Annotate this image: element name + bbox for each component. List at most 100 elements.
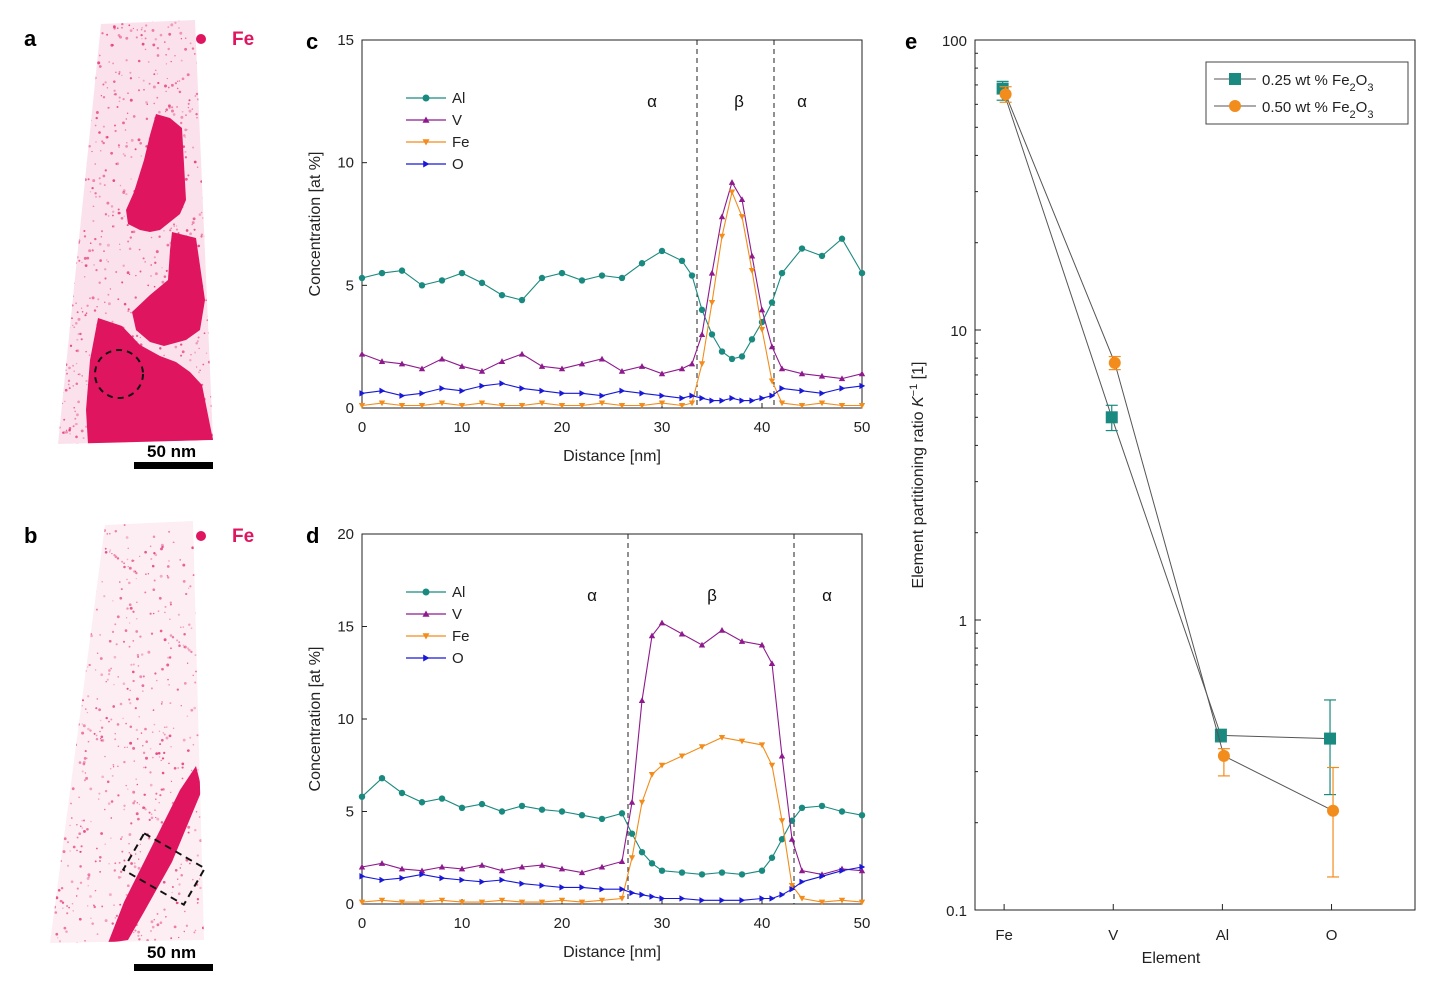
panel-b-atom-252 (76, 887, 79, 890)
panel-a-fe-dot-icon (196, 34, 206, 44)
panel-a-atom-543 (93, 76, 97, 80)
panel-a-atom-44 (155, 69, 157, 72)
panel-a-atom-405 (99, 182, 102, 185)
panel-b-atom-345 (87, 695, 90, 698)
panel-a-atom-339 (210, 308, 212, 310)
panel-a-atom-444 (207, 122, 211, 126)
chart-e-ytick-label: 100 (942, 33, 967, 50)
panel-a-atom-621 (68, 288, 71, 291)
panel-b-atom-429 (83, 819, 85, 822)
panel-a-atom-222 (196, 62, 198, 64)
panel-a-atom-415 (73, 123, 76, 125)
panel-b-atom-154 (197, 573, 200, 576)
panel-b-atom-53 (152, 535, 156, 539)
panel-a-atom-171 (210, 351, 213, 355)
chart-c-series-Fe-point (518, 402, 526, 409)
chart-e-xlabel: Element (1142, 950, 1201, 967)
panel-a-atom-430 (203, 119, 207, 123)
panel-a-atom-834 (143, 30, 146, 33)
chart-d-series-V-point (658, 619, 666, 626)
panel-a-atom-577 (180, 343, 183, 346)
panel-a-atom-107 (86, 304, 89, 307)
panel-b-atom-62 (167, 642, 170, 644)
chart-d-ytick-label: 5 (346, 804, 354, 821)
panel-b-atom-501 (135, 697, 139, 701)
chart-c-series-O-point (399, 392, 406, 399)
panel-b-atom-307 (58, 577, 62, 580)
panel-b-atom-153 (187, 831, 190, 834)
panel-b-atom-552 (151, 756, 154, 759)
panel-b-atom-165 (101, 905, 104, 908)
chart-d-series-V-line (361, 622, 863, 875)
panel-b-atom-513 (72, 739, 76, 743)
panel-a-atom-27 (74, 422, 78, 426)
chart-c-series-Al-point (618, 274, 626, 282)
panel-a-atom-726 (107, 260, 109, 263)
panel-a-atom-819 (119, 243, 121, 245)
panel-b-atom-261 (137, 930, 140, 934)
chart-c-series-V-point (478, 368, 486, 374)
panel-b-atom-265 (61, 901, 65, 904)
panel-a-atom-584 (60, 144, 63, 147)
panel-b-atom-471 (71, 787, 75, 791)
panel-b-atom-534 (65, 622, 67, 625)
panel-b-atom-24 (153, 552, 156, 555)
chart-c-series-Al-point (358, 274, 366, 282)
chart-c-series-Al-point (798, 245, 806, 252)
panel-a-atom-343 (198, 213, 202, 216)
panel-a-atom-615 (101, 442, 104, 444)
panel-a-atom-894 (187, 106, 190, 109)
panel-b-atom-449 (119, 837, 123, 841)
panel-b-atom-406 (110, 837, 112, 839)
panel-a-atom-17 (206, 150, 209, 153)
panel-b-atom-119 (144, 766, 147, 769)
chart-d-series-O-point (839, 867, 846, 874)
panel-b-atom-293 (132, 610, 135, 613)
panel-a-atom-260 (211, 269, 213, 271)
panel-b-atom-232 (114, 862, 117, 865)
panel-b-atom-677 (80, 630, 82, 633)
panel-b-atom-184 (190, 650, 193, 654)
panel-a-atom-540 (119, 248, 121, 251)
panel-a-atom-531 (106, 243, 110, 247)
panel-a-atom-508 (94, 163, 96, 165)
chart-c-series-V-point (708, 269, 716, 276)
panel-a-atom-688 (161, 267, 163, 269)
panel-b-atom-6 (50, 652, 52, 656)
panel-b-atom-521 (133, 559, 135, 562)
panel-b-atom-149 (89, 556, 92, 559)
chart-d-frame (361, 533, 863, 905)
panel-b-atom-543 (56, 760, 59, 762)
panel-a-atom-514 (121, 281, 124, 284)
chart-d-series-O-point (519, 880, 526, 887)
panel-a-atom-378 (64, 169, 66, 172)
panel-a-atom-234 (188, 99, 191, 102)
chart-c-series-O-point (519, 385, 526, 392)
panel-a-atom-263 (193, 228, 196, 231)
panel-b-atom-134 (128, 645, 131, 648)
panel-a-atom-91 (170, 106, 174, 109)
panel-a-atom-193 (198, 371, 200, 374)
chart-e-panel-letter: e (905, 29, 917, 54)
chart-c-series-V-point (768, 343, 776, 350)
chart-d-series-O-point (739, 897, 746, 904)
chart-d-series-Al-point (498, 808, 506, 815)
panel-b-atom-298 (125, 784, 127, 787)
panel-b-atom-277 (181, 766, 184, 769)
panel-b-atom-662 (194, 829, 197, 832)
panel-b-atom-537 (85, 637, 87, 639)
chart-c-series-Fe-point (418, 402, 426, 409)
panel-b-fe-precipitates (108, 766, 202, 943)
panel-b-atom-248 (76, 690, 80, 694)
panel-a-atom-516 (110, 205, 114, 208)
panel-b-atom-38 (168, 656, 172, 659)
panel-a-atom-194 (64, 388, 68, 392)
panel-b-atom-92 (152, 588, 156, 592)
chart-c-phase-label: α (797, 92, 807, 111)
panel-b-atom-129 (135, 778, 138, 781)
panel-a-atom-578 (130, 178, 132, 180)
panel-a-atom-849 (111, 320, 114, 323)
chart-c-legend-V-marker (422, 116, 430, 123)
chart-d-ylabel: Concentration [at %] (307, 647, 324, 792)
chart-c-series-V-point (458, 363, 466, 369)
